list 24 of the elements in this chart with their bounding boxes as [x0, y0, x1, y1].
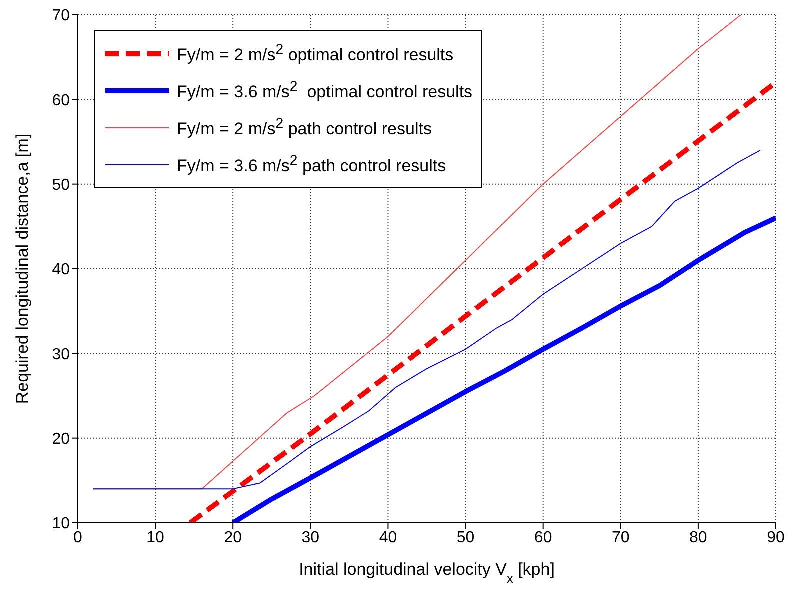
x-tick-label: 50 [456, 529, 475, 546]
x-tick-label: 70 [612, 529, 630, 546]
x-tick-label: 80 [690, 529, 708, 546]
legend-label: Fy/m = 3.6 m/s$^{2}$ path control results [177, 152, 446, 176]
x-tick-label: 20 [224, 529, 242, 546]
y-tick-label: 20 [52, 431, 70, 448]
legend-label: Fy/m = 2 m/s$^{2}$ path control results [177, 116, 432, 140]
y-tick-label: 60 [52, 92, 70, 110]
y-tick-label: 10 [52, 516, 70, 533]
line-series [93, 150, 761, 490]
y-tick-label: 70 [52, 8, 70, 25]
x-tick-label: 40 [379, 529, 398, 546]
x-tick-label: 90 [767, 529, 785, 546]
x-tick-label: 30 [302, 529, 320, 546]
x-tick-label: 0 [74, 529, 83, 546]
legend-label: Fy/m = 3.6 m/s$^{2}$ optimal control results [177, 78, 473, 102]
x-axis-title: Initial longitudinal velocity V$_{x}$ [kph] [299, 560, 555, 586]
y-axis-title: Required longitudinal distance,a [m] [13, 134, 32, 404]
y-tick-label: 50 [52, 177, 70, 194]
x-tick-label: 60 [534, 529, 552, 546]
legend-label: Fy/m = 2 m/s$^{2}$ optimal control results [177, 42, 454, 66]
y-tick-label: 40 [52, 262, 70, 279]
y-tick-label: 30 [52, 346, 70, 364]
x-tick-label: 10 [146, 529, 165, 546]
